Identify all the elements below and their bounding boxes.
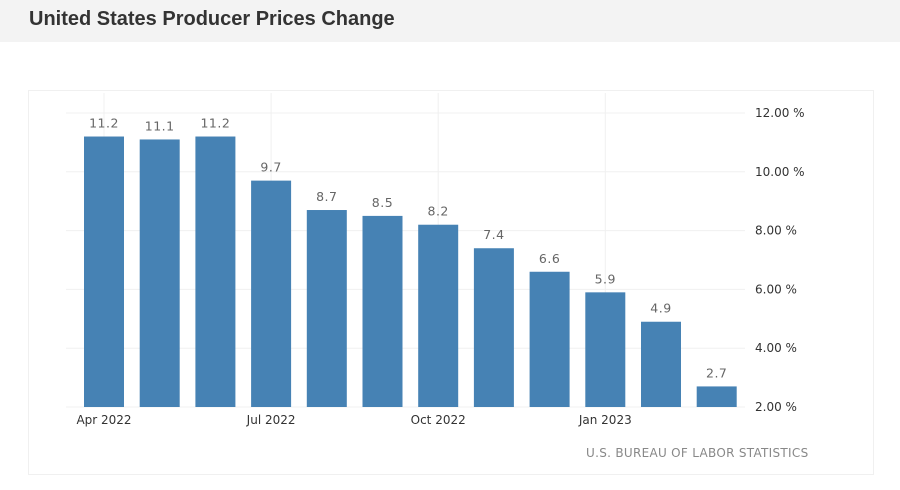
y-tick-label: 12.00 % bbox=[755, 106, 805, 120]
page-title: United States Producer Prices Change bbox=[29, 8, 395, 30]
data-label: 11.2 bbox=[200, 116, 230, 131]
bar-apr-2022 bbox=[84, 136, 124, 407]
source-attribution: U.S. BUREAU OF LABOR STATISTICS bbox=[586, 446, 809, 460]
data-label: 4.9 bbox=[650, 301, 671, 316]
data-label: 11.1 bbox=[145, 118, 175, 133]
bar-jan-2023 bbox=[585, 292, 626, 407]
y-tick-label: 10.00 % bbox=[755, 165, 805, 179]
data-label: 6.6 bbox=[539, 251, 560, 266]
x-tick-label: Apr 2022 bbox=[76, 413, 131, 427]
bar-sep-2022 bbox=[362, 215, 403, 407]
bar-oct-2022 bbox=[418, 224, 459, 407]
data-labels: 11.2 11.1 11.2 9.7 8.7 8.5 8.2 7.4 6.6 5.9 4.9 2.7 bbox=[89, 116, 727, 381]
bar-jul-2022 bbox=[251, 180, 292, 407]
data-label: 11.2 bbox=[89, 116, 119, 131]
bar-may-2022 bbox=[139, 139, 180, 407]
x-tick-label: Oct 2022 bbox=[411, 413, 466, 427]
header-bar: United States Producer Prices Change bbox=[0, 0, 900, 42]
y-tick-label: 6.00 % bbox=[755, 282, 797, 296]
data-label: 5.9 bbox=[595, 271, 616, 286]
data-label: 8.7 bbox=[316, 189, 337, 204]
y-tick-label: 8.00 % bbox=[755, 224, 797, 238]
data-label: 9.7 bbox=[260, 160, 281, 175]
data-label: 7.4 bbox=[483, 227, 504, 242]
y-tick-label: 2.00 % bbox=[755, 400, 797, 414]
y-tick-label: 4.00 % bbox=[755, 341, 797, 355]
bar-jun-2022 bbox=[195, 136, 236, 407]
x-tick-label: Jul 2022 bbox=[246, 413, 296, 427]
bar-feb-2023 bbox=[641, 321, 681, 407]
data-label: 2.7 bbox=[706, 365, 727, 380]
bar-dec-2022 bbox=[529, 271, 570, 407]
bar-aug-2022 bbox=[306, 210, 347, 407]
x-axis-ticks: Apr 2022 Jul 2022 Oct 2022 Jan 2023 bbox=[76, 413, 631, 427]
y-axis-ticks: 2.00 % 4.00 % 6.00 % 8.00 % 10.00 % 12.00 % bbox=[755, 106, 805, 414]
x-tick-label: Jan 2023 bbox=[578, 413, 632, 427]
bars bbox=[84, 136, 737, 407]
data-label: 8.2 bbox=[428, 204, 449, 219]
data-label: 8.5 bbox=[372, 195, 393, 210]
bar-mar-2023 bbox=[696, 386, 737, 407]
bar-nov-2022 bbox=[473, 248, 514, 407]
